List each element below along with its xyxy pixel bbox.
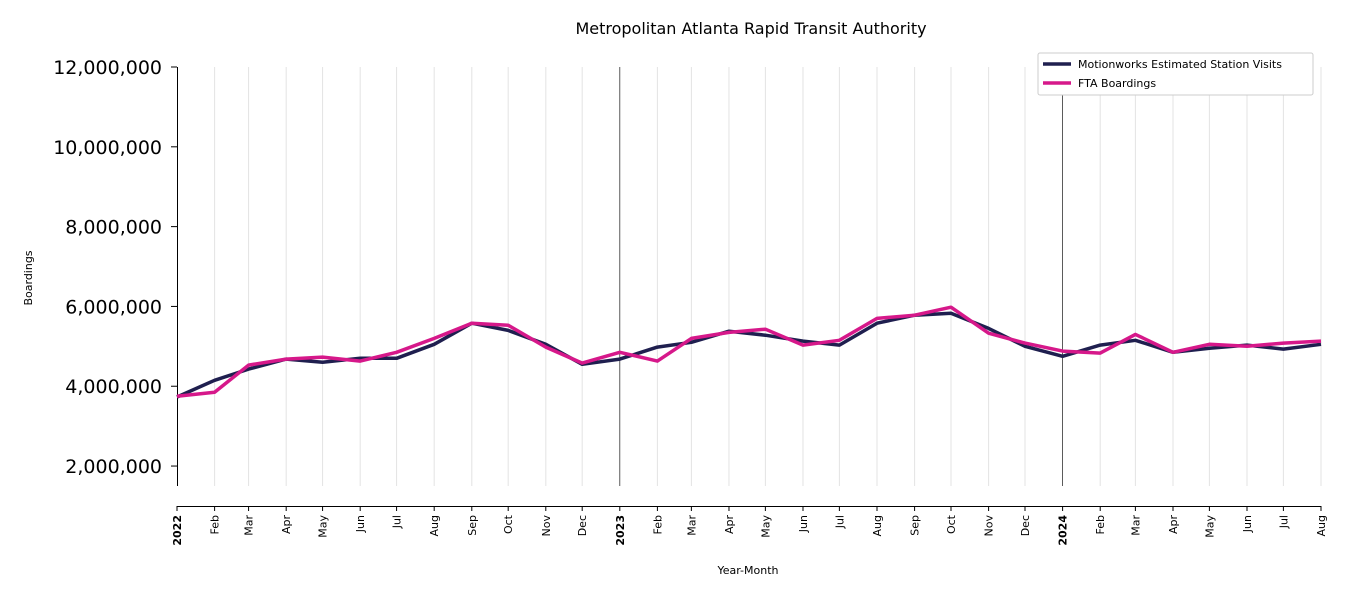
x-axis-label: Year-Month (716, 564, 778, 577)
series-line-motionworks (176, 311, 1322, 399)
x-tick-label: Mar (1129, 515, 1142, 536)
x-tick-label: Mar (685, 515, 698, 536)
series-lines (176, 305, 1322, 399)
legend-label-fta: FTA Boardings (1078, 77, 1156, 90)
y-tick-label: 6,000,000 (65, 296, 162, 318)
x-tick-label: 2024 (1057, 515, 1070, 546)
x-tick-label: Dec (1019, 515, 1032, 536)
x-tick-label: Nov (540, 515, 553, 537)
x-tick-label: Oct (502, 514, 515, 534)
legend: Motionworks Estimated Station Visits FTA… (1037, 52, 1314, 96)
x-tick-label: Jun (1241, 515, 1254, 533)
series-line-fta (176, 305, 1322, 398)
x-tick-label: Jul (1277, 515, 1290, 529)
x-tick-label: Aug (428, 515, 441, 536)
x-tick-label: Dec (576, 515, 589, 536)
x-tick-label: Oct (945, 514, 958, 534)
x-ticks: 2022 Feb Mar Apr May Jun Jul Aug Sep Oct Nov Dec 202… (171, 506, 1328, 546)
y-tick-label: 2,000,000 (65, 456, 162, 478)
x-tick-label: May (317, 515, 330, 538)
y-ticks: 2,000,000 4,000,000 6,000,000 8,000,000 10,0… (53, 57, 177, 478)
x-tick-label: Jun (797, 515, 810, 533)
y-tick-label: 10,000,000 (53, 137, 162, 159)
x-tick-label: Mar (243, 515, 256, 536)
x-tick-label: 2022 (171, 515, 184, 546)
x-tick-label: 2023 (614, 515, 627, 546)
x-tick-label: Jul (833, 515, 846, 529)
x-tick-label: Sep (466, 515, 479, 536)
y-tick-label: 12,000,000 (53, 57, 162, 79)
x-tick-label: Jul (391, 515, 404, 529)
x-tick-label: Feb (651, 515, 664, 534)
chart-title: Metropolitan Atlanta Rapid Transit Autho… (575, 19, 926, 38)
x-tick-label: Feb (1094, 515, 1107, 534)
x-tick-label: Sep (909, 515, 922, 536)
x-tick-label: Apr (1167, 515, 1180, 535)
y-axis-label: Boardings (22, 250, 35, 305)
y-tick-label: 8,000,000 (65, 217, 162, 239)
x-tick-label: Nov (983, 515, 996, 537)
x-tick-label: Apr (280, 515, 293, 535)
x-tick-label: Apr (723, 515, 736, 535)
x-tick-label: May (759, 515, 772, 538)
legend-label-motionworks: Motionworks Estimated Station Visits (1078, 58, 1282, 71)
y-tick-label: 4,000,000 (65, 376, 162, 398)
x-tick-label: May (1203, 515, 1216, 538)
x-tick-label: Jun (354, 515, 367, 533)
x-tick-label: Aug (871, 515, 884, 536)
year-marker-lines (619, 67, 1063, 486)
gridlines (214, 67, 1322, 486)
legend-frame (1037, 52, 1314, 96)
x-tick-label: Feb (209, 515, 222, 534)
x-tick-label: Aug (1315, 515, 1328, 536)
